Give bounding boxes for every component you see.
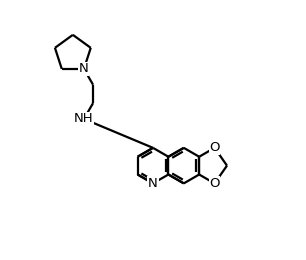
Text: N: N	[148, 177, 158, 190]
Text: O: O	[209, 177, 220, 190]
Text: NH: NH	[74, 113, 94, 126]
Text: N: N	[79, 62, 89, 75]
Text: O: O	[209, 141, 220, 154]
